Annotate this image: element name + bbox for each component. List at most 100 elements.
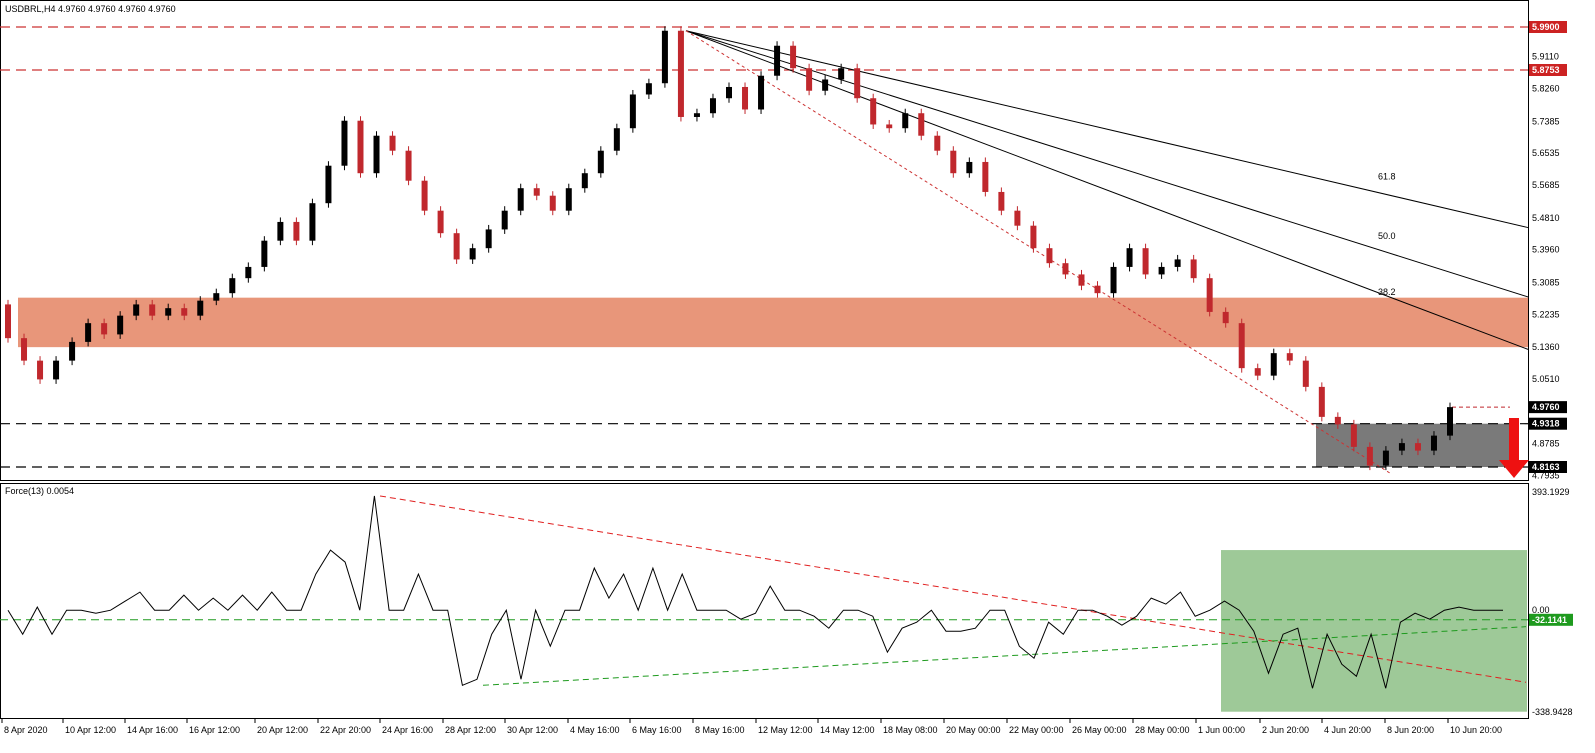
candle-body [53,360,60,380]
candle-body [277,221,284,241]
x-tick-label: 14 Apr 16:00 [127,725,178,735]
candle-body [517,188,524,211]
candle-body [1366,446,1373,466]
candle-body [758,75,765,110]
candle-body [934,135,941,151]
force-level-tag-label: -32.1141 [1532,615,1567,625]
candle-body [165,308,172,316]
candle-body [1286,353,1293,361]
candle-body [1350,424,1357,447]
candle-body [181,308,188,316]
candle-body [982,161,989,192]
resistance-mid-tag-bg [1529,63,1567,76]
y-tick-label: 5.8260 [1532,83,1560,93]
resistance-zone [18,297,1528,348]
x-tick-label: 10 Jun 20:00 [1450,725,1502,735]
candle-body [133,304,140,316]
current-price-tag-bg [1529,401,1567,414]
candle-body [565,188,572,211]
x-tick-label: 1 Jun 00:00 [1198,725,1245,735]
candle-body [677,30,684,117]
candle-body [341,120,348,166]
candle-body [1094,285,1101,294]
candle-body [85,323,92,342]
candle-body [117,315,124,335]
candle-body [1398,443,1405,451]
candle-body [950,150,957,174]
x-tick-label: 14 May 12:00 [820,725,875,735]
support-lower-tag-bg [1529,461,1567,473]
x-axis-labels: 8 Apr 2020 10 Apr 12:00 14 Apr 16:00 16 Apr… [1,719,1502,735]
candle-body [870,98,877,125]
x-tick-label: 22 May 00:00 [1009,725,1064,735]
candle-body [806,68,813,91]
candle-body [902,113,909,129]
y-tick-label: 5.3085 [1532,277,1560,287]
support-box [1316,423,1512,467]
fib-base-dotted-line [685,30,1391,474]
candle-body [822,79,829,91]
candle-body [1030,225,1037,249]
candle-body [918,113,925,136]
zone-layer [18,297,1528,467]
candle-body [1206,278,1213,312]
y-tick-label: 4.8785 [1532,439,1560,449]
candle-body [1447,407,1453,436]
candle-body [357,120,364,174]
candle-body [613,128,620,151]
candle-body [437,210,444,234]
candle-body [1190,259,1197,279]
candle-body [1334,416,1341,425]
candle-body [1238,323,1245,369]
candle-body [21,338,28,361]
horizontal-levels [0,26,1528,468]
x-tick-label: 26 May 00:00 [1072,725,1127,735]
fib-fan-line-2 [685,30,1529,229]
candle-body [581,173,588,189]
force-index-line [7,495,1503,689]
candle-body [309,203,316,241]
x-tick-label: 8 Apr 2020 [4,725,48,735]
candle-body [485,229,492,249]
y-tick-label: 5.1360 [1532,342,1560,352]
candle-body [533,188,540,196]
candle-body [1430,435,1437,451]
x-tick-label: 8 Jun 20:00 [1387,725,1434,735]
candle-body [469,248,476,260]
candle-body [1014,210,1021,226]
candle-body [149,304,156,316]
x-tick-label: 30 Apr 12:00 [507,725,558,735]
fib-label-50-0: 50.0 [1378,231,1396,241]
resistance-mid-tag-label: 5.8753 [1532,65,1560,75]
candle-body [453,233,460,260]
candle-body [790,45,797,69]
y-tick-label: 5.6535 [1532,148,1560,158]
candle-body [101,323,108,335]
candle-body [709,98,716,114]
x-tick-label: 28 Apr 12:00 [445,725,496,735]
candle-body [597,150,604,174]
candle-body [1046,248,1053,264]
candle-body [726,86,732,99]
symbol-header: USDBRL,H4 4.9760 4.9760 4.9760 4.9760 [5,4,176,14]
force-trendline-up [482,626,1527,686]
fib-label-61-8: 61.8 [1378,172,1396,182]
y-tick-label: 5.2235 [1532,309,1560,319]
candle-body [1382,450,1389,466]
candle-body [645,83,652,95]
y-tick-label: 4.7935 [1532,471,1560,481]
y-tick-label: 5.4810 [1532,213,1560,223]
x-tick-label: 20 May 00:00 [946,725,1001,735]
force-tick-label: 393.1929 [1532,487,1570,497]
candle-body [774,45,781,76]
candle-body [1110,266,1117,294]
main-panel-frame [0,0,1529,481]
candle-body [998,191,1005,211]
candle-body [1062,263,1069,275]
resistance-high-tag-bg [1529,21,1567,33]
y-tick-label: 5.3960 [1532,245,1560,255]
candle-body [1078,274,1085,286]
candle-body [5,304,11,339]
x-tick-label: 2 Jun 20:00 [1262,725,1309,735]
